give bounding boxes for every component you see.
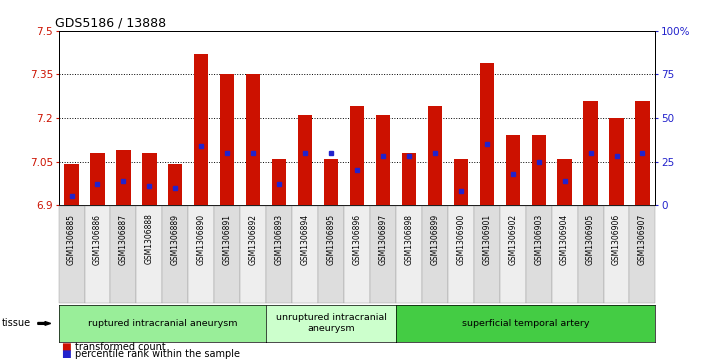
Text: GSM1306892: GSM1306892	[248, 213, 258, 265]
Text: ruptured intracranial aneurysm: ruptured intracranial aneurysm	[88, 319, 237, 328]
Text: GSM1306905: GSM1306905	[586, 213, 595, 265]
Bar	[428, 106, 442, 205]
Text: GSM1306898: GSM1306898	[404, 213, 413, 265]
Text: GSM1306886: GSM1306886	[93, 213, 102, 265]
Bar	[194, 54, 208, 205]
Text: GSM1306900: GSM1306900	[456, 213, 466, 265]
Text: GSM1306896: GSM1306896	[353, 213, 361, 265]
Bar	[298, 115, 312, 205]
Text: GSM1306893: GSM1306893	[275, 213, 283, 265]
Text: transformed count: transformed count	[75, 342, 166, 352]
Text: GSM1306889: GSM1306889	[171, 213, 180, 265]
Bar	[506, 135, 520, 205]
Bar	[142, 153, 156, 205]
Text: GSM1306902: GSM1306902	[508, 213, 517, 265]
Bar	[91, 153, 105, 205]
Text: unruptured intracranial
aneurysm: unruptured intracranial aneurysm	[276, 313, 386, 334]
Bar	[609, 118, 623, 205]
Bar	[220, 74, 234, 205]
Text: tissue: tissue	[1, 318, 31, 329]
Text: GSM1306899: GSM1306899	[431, 213, 439, 265]
Bar	[453, 159, 468, 205]
Bar	[635, 101, 650, 205]
Text: GSM1306903: GSM1306903	[534, 213, 543, 265]
Text: GSM1306897: GSM1306897	[378, 213, 388, 265]
Text: GSM1306901: GSM1306901	[482, 213, 491, 265]
Bar	[324, 159, 338, 205]
Text: GSM1306888: GSM1306888	[145, 213, 154, 265]
Text: ■: ■	[61, 342, 71, 352]
Bar	[116, 150, 131, 205]
Bar	[531, 135, 545, 205]
Text: GSM1306906: GSM1306906	[612, 213, 621, 265]
Bar	[350, 106, 364, 205]
Text: superficial temporal artery: superficial temporal artery	[462, 319, 590, 328]
Text: GSM1306891: GSM1306891	[223, 213, 232, 265]
Text: GSM1306907: GSM1306907	[638, 213, 647, 265]
Text: GSM1306894: GSM1306894	[301, 213, 310, 265]
Bar	[376, 115, 390, 205]
Bar	[480, 63, 494, 205]
Text: percentile rank within the sample: percentile rank within the sample	[75, 349, 240, 359]
Bar	[64, 164, 79, 205]
Text: GSM1306887: GSM1306887	[119, 213, 128, 265]
Text: GDS5186 / 13888: GDS5186 / 13888	[55, 16, 166, 29]
Text: GSM1306895: GSM1306895	[326, 213, 336, 265]
Text: GSM1306890: GSM1306890	[197, 213, 206, 265]
Bar	[583, 101, 598, 205]
Bar	[272, 159, 286, 205]
Bar	[246, 74, 261, 205]
Bar	[402, 153, 416, 205]
Text: GSM1306904: GSM1306904	[560, 213, 569, 265]
Bar	[169, 164, 183, 205]
Text: GSM1306885: GSM1306885	[67, 213, 76, 265]
Bar	[558, 159, 572, 205]
Text: ■: ■	[61, 349, 71, 359]
